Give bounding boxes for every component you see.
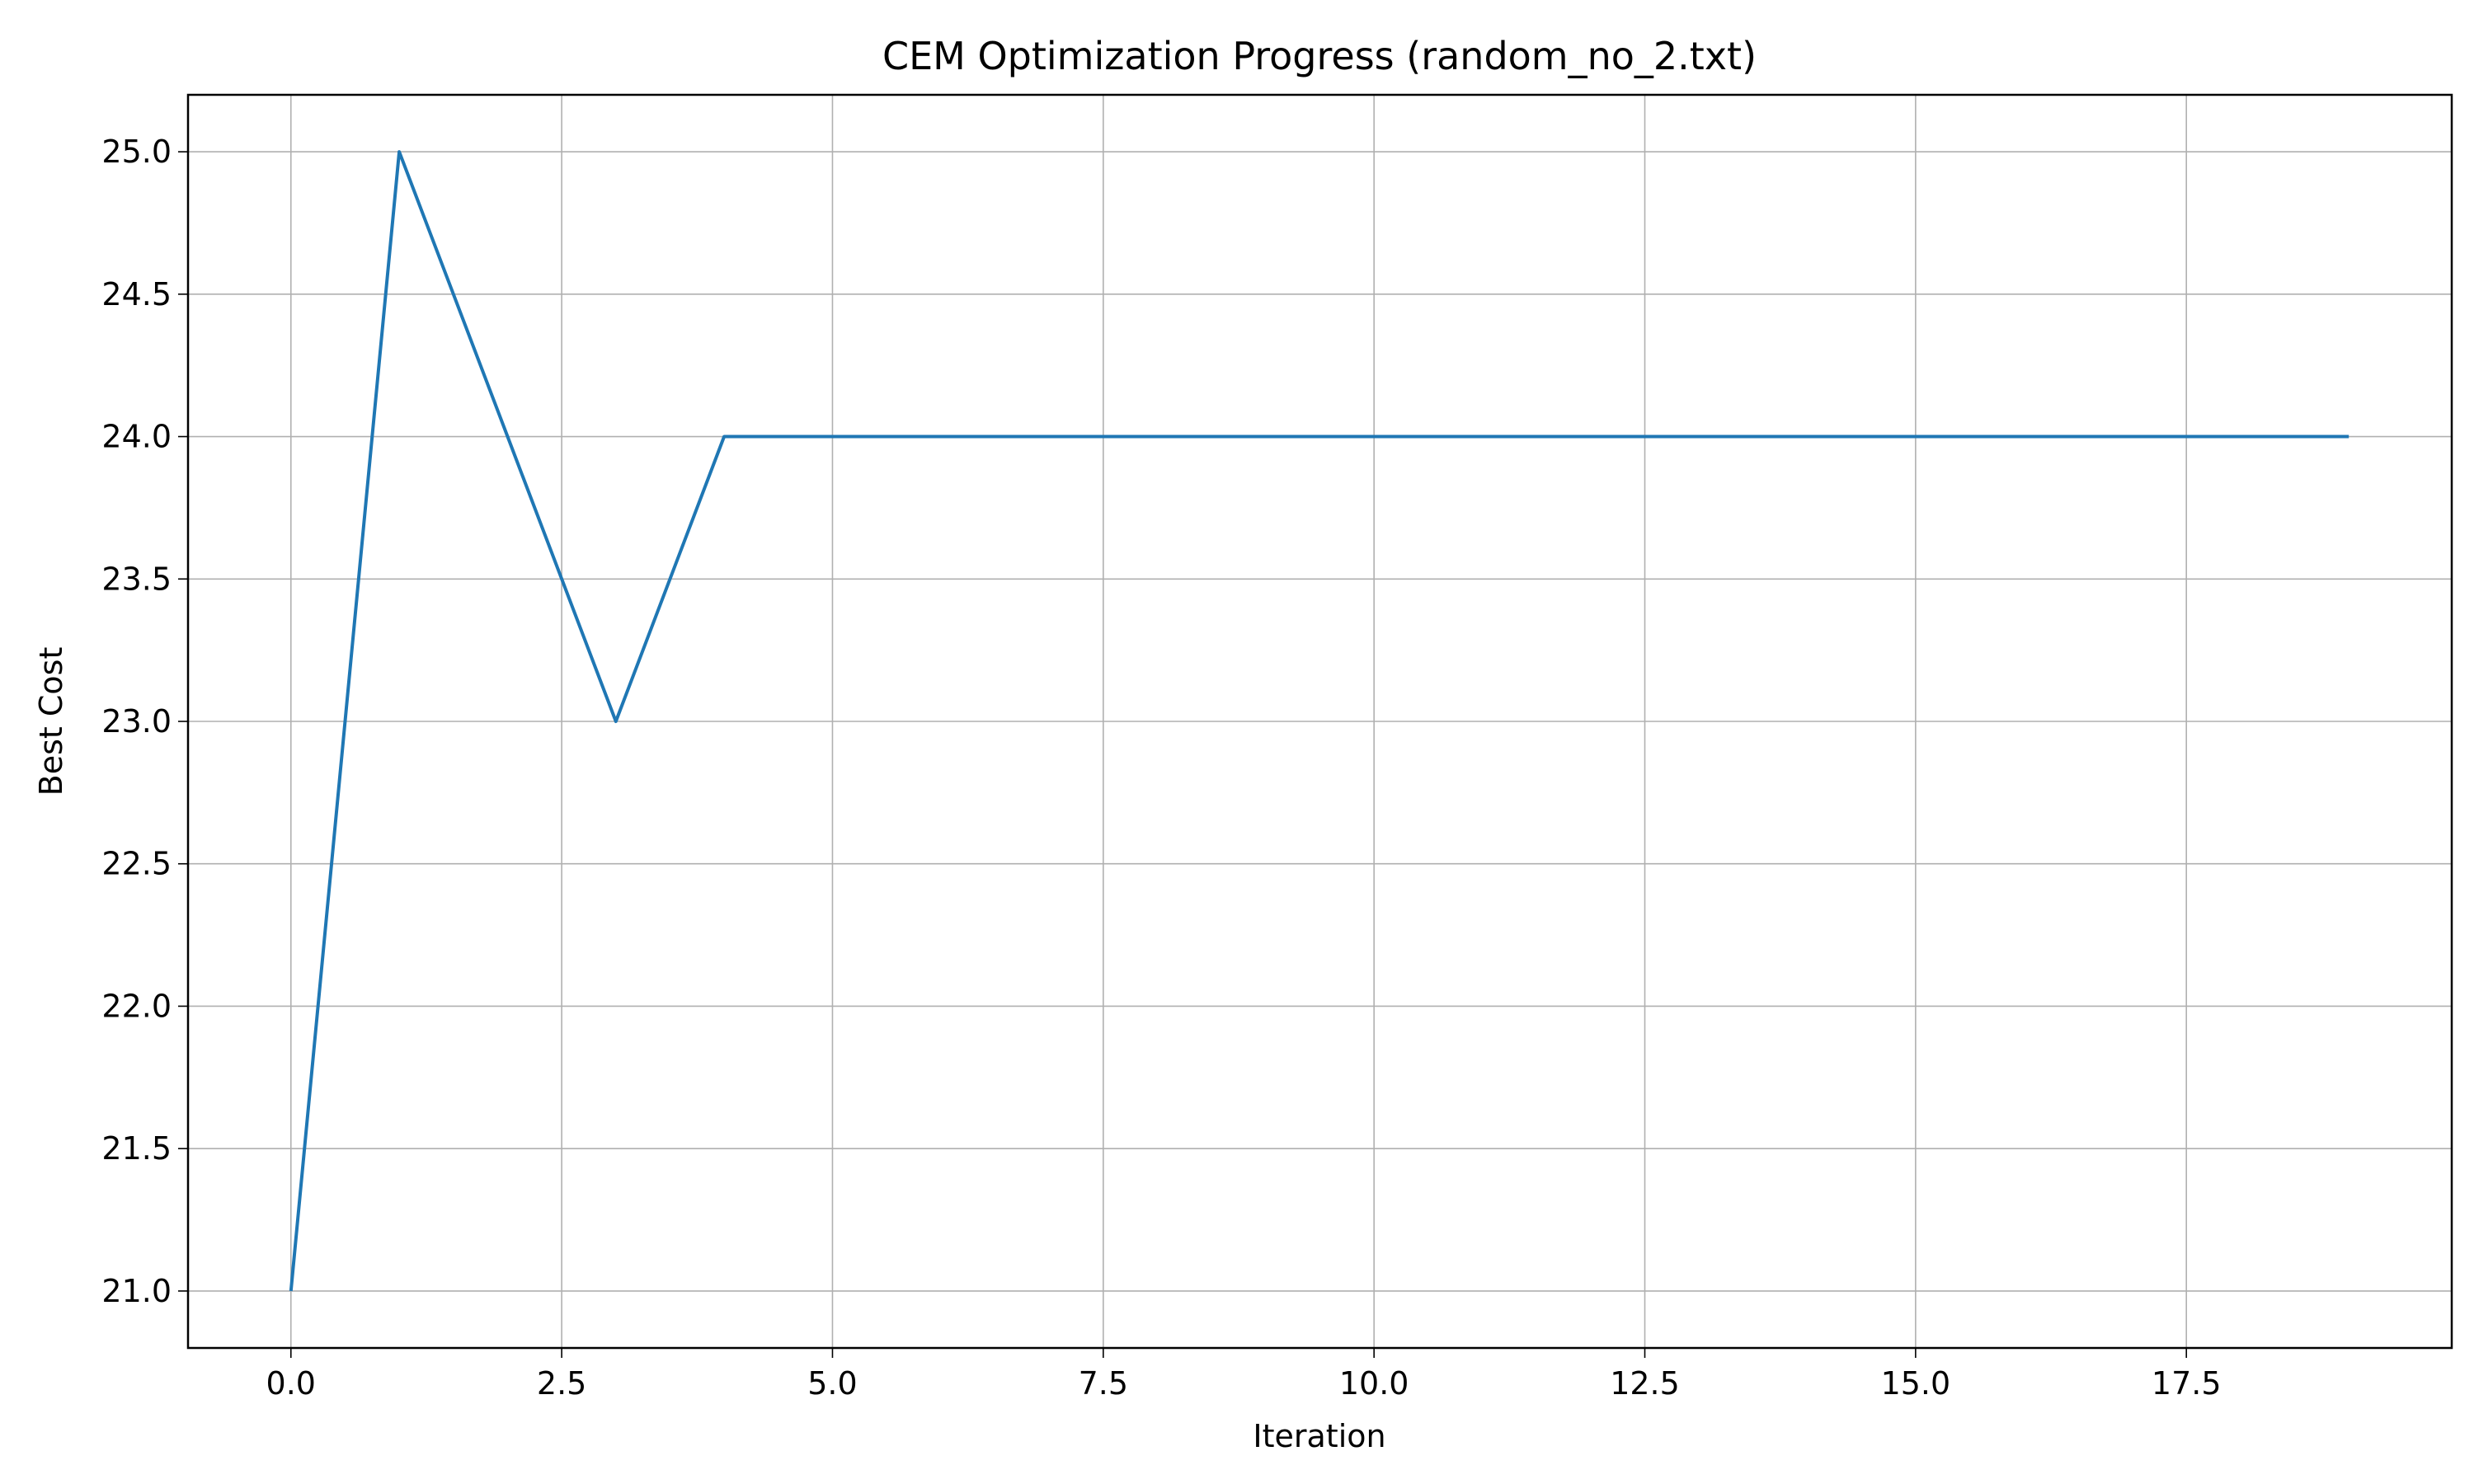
x-tick-label: 17.5 bbox=[2152, 1365, 2222, 1402]
y-tick-label: 23.0 bbox=[101, 703, 172, 740]
y-tick-label: 22.0 bbox=[101, 988, 172, 1024]
x-tick-label: 10.0 bbox=[1339, 1365, 1409, 1402]
y-tick-label: 21.0 bbox=[101, 1273, 172, 1309]
x-tick-label: 7.5 bbox=[1079, 1365, 1128, 1402]
y-tick-label: 22.5 bbox=[101, 846, 172, 882]
y-tick-label: 25.0 bbox=[101, 134, 172, 170]
ticks: 0.0 2.5 5.0 7.5 10.0 12.5 15.0 17.5 21.0 21.5 22.0… bbox=[101, 134, 2221, 1402]
x-tick-label: 15.0 bbox=[1881, 1365, 1951, 1402]
x-axis-label: Iteration bbox=[1253, 1418, 1385, 1454]
series-line bbox=[289, 150, 2349, 1292]
x-tick-label: 12.5 bbox=[1610, 1365, 1680, 1402]
y-tick-label: 24.5 bbox=[101, 276, 172, 312]
x-tick-label: 5.0 bbox=[807, 1365, 857, 1402]
x-tick-label: 2.5 bbox=[537, 1365, 586, 1402]
y-tick-label: 21.5 bbox=[101, 1130, 172, 1167]
y-tick-label: 24.0 bbox=[101, 419, 172, 455]
y-tick-label: 23.5 bbox=[101, 561, 172, 597]
y-axis-label: Best Cost bbox=[33, 647, 69, 796]
series-layer bbox=[289, 150, 2349, 1292]
grid bbox=[188, 95, 2452, 1348]
x-tick-label: 0.0 bbox=[266, 1365, 316, 1402]
chart-title: CEM Optimization Progress (random_no_2.t… bbox=[882, 34, 1757, 78]
